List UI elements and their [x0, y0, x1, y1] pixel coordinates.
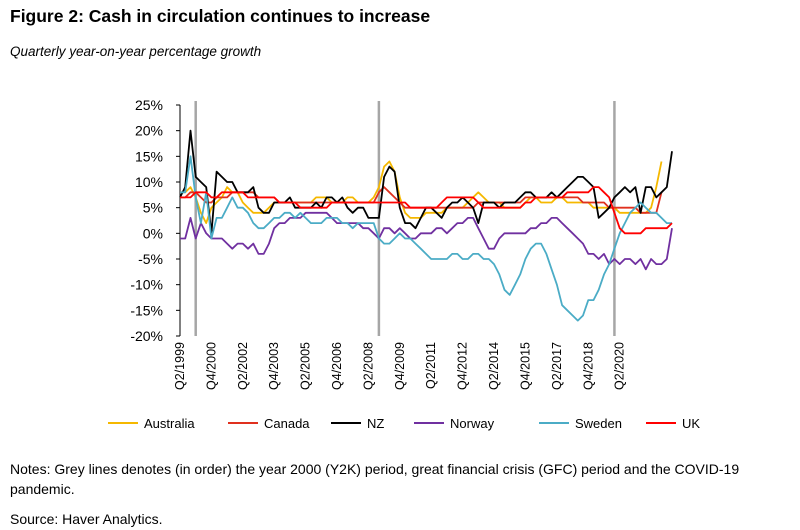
y-tick-label: 15% [135, 148, 163, 164]
x-tick-label: Q2/2008 [361, 342, 375, 390]
chart-notes: Notes: Grey lines denotes (in order) the… [10, 461, 740, 497]
series-line-nz [179, 129, 673, 235]
x-tick-label: Q2/2002 [236, 342, 250, 390]
x-tick-label: Q4/2003 [267, 342, 281, 390]
x-tick-label: Q4/2006 [330, 342, 344, 390]
y-tick-label: 25% [135, 97, 163, 113]
chart-title: Figure 2: Cash in circulation continues … [10, 6, 431, 26]
x-axis: Q2/1999 Q4/2000 Q2/2002 Q4/2003 Q2/2005 Q4/20… [173, 342, 627, 390]
x-tick-label: Q4/2012 [456, 342, 470, 390]
x-tick-label: Q2/2017 [550, 342, 564, 390]
line-chart: 25%20%15%10%5%0%-5%-10%-15%-20% Q2/1999 Q… [108, 97, 700, 431]
x-tick-label: Q2/1999 [173, 342, 187, 390]
x-tick-label: Q4/2000 [204, 342, 218, 390]
y-tick-label: 5% [143, 200, 163, 216]
series-line-norway [180, 211, 673, 271]
series-line-sweden [180, 155, 672, 322]
y-tick-label: -10% [130, 277, 163, 293]
series-line-uk [180, 186, 673, 235]
chart-source: Source: Haver Analytics. [10, 511, 163, 527]
legend-label: Norway [450, 416, 495, 431]
x-tick-label: Q2/2020 [613, 342, 627, 390]
chart-subtitle: Quarterly year-on-year percentage growth [10, 44, 262, 59]
x-tick-label: Q4/2009 [393, 342, 407, 390]
y-tick-label: 20% [135, 123, 163, 139]
x-tick-label: Q2/2014 [487, 342, 501, 390]
legend-label: Australia [144, 416, 195, 431]
series-lines [179, 129, 673, 322]
x-tick-label: Q4/2015 [518, 342, 532, 390]
legend-label: Canada [264, 416, 310, 431]
x-tick-label: Q2/2011 [424, 342, 438, 389]
x-tick-label: Q2/2005 [299, 342, 313, 390]
y-tick-label: 10% [135, 174, 163, 190]
y-tick-label: 0% [143, 225, 163, 241]
y-tick-label: -20% [130, 328, 163, 344]
y-tick-label: -15% [130, 302, 163, 318]
legend: Australia Canada NZ Norway Sweden UK [108, 416, 700, 431]
y-tick-label: -5% [138, 251, 163, 267]
x-tick-label: Q4/2018 [581, 342, 595, 390]
legend-label: UK [682, 416, 700, 431]
y-axis: 25% 20% 15% 10% 5% 0% -5% -10% -15% -20% [130, 97, 181, 344]
legend-label: NZ [367, 416, 384, 431]
legend-label: Sweden [575, 416, 622, 431]
